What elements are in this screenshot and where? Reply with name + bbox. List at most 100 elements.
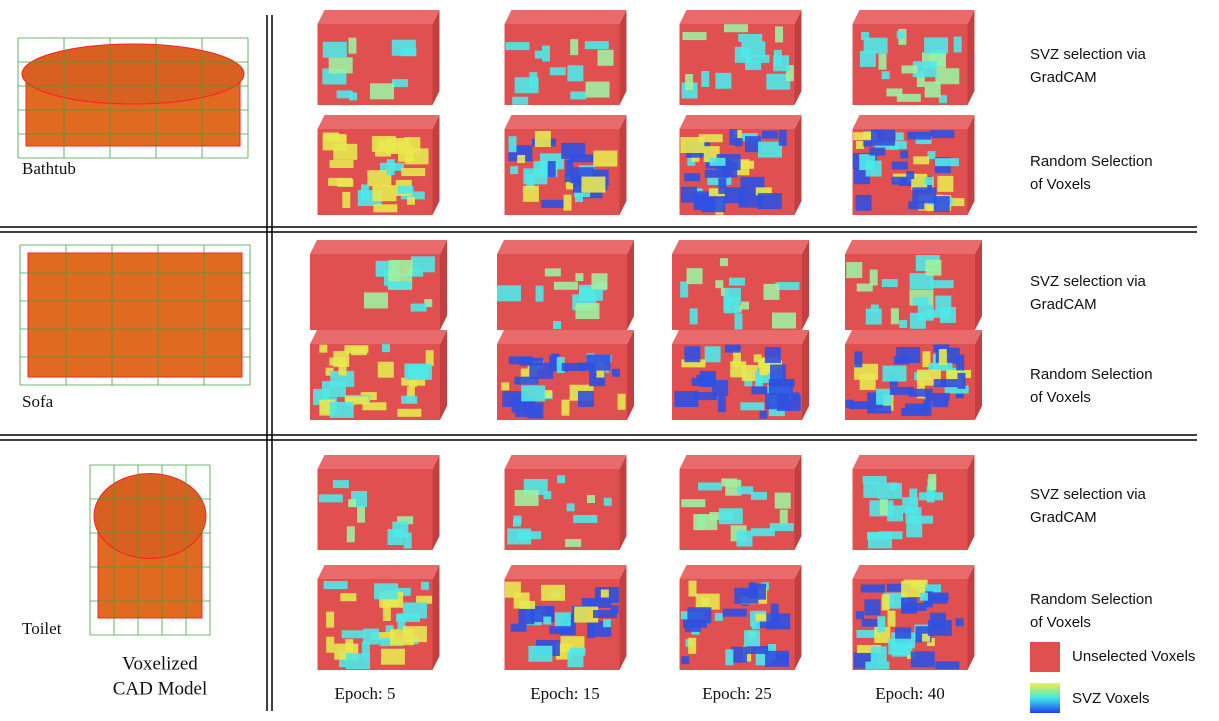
voxel-highlight [592,610,617,619]
voxel-highlight [348,37,357,54]
voxel-highlight [877,616,886,633]
voxel-highlight [561,399,570,416]
voxel-highlight [402,602,427,619]
voxel-highlight [574,189,591,198]
voxel-highlight [406,386,415,403]
legend-swatch [1030,642,1060,672]
voxel-highlight [745,54,770,63]
epoch-label: Epoch: 5 [335,684,396,703]
voxel-highlight [750,528,775,537]
voxel-highlight [575,273,584,282]
voxel-highlight [688,637,697,654]
voxel-top [679,10,802,24]
cad-body [93,473,207,559]
voxel-side [794,455,802,550]
voxel-top [672,240,809,254]
voxel-highlight [321,381,346,398]
voxel-highlight [948,198,965,207]
voxel-highlight [869,147,886,156]
voxel-top [310,330,447,344]
voxel-highlight [567,651,584,668]
voxel-highlight [764,347,781,364]
voxel-highlight [549,67,566,76]
voxel-highlight [859,373,876,390]
voxel-highlight [734,138,743,147]
voxel-highlight [544,268,561,277]
voxel-highlight [956,354,965,371]
voxel-highlight [557,475,566,484]
voxel-highlight [382,604,391,621]
voxel-highlight [863,37,888,54]
voxel-highlight [889,482,898,491]
voxel-highlight [896,30,905,39]
voxel-highlight [338,359,347,376]
voxel-highlight [955,618,964,627]
voxel-highlight [497,285,522,302]
voxel-side [432,10,440,105]
voxel-highlight [401,395,418,404]
voxel-render [504,115,627,215]
voxel-side [627,240,634,330]
voxel-highlight [407,268,424,277]
voxel-highlight [919,592,928,601]
voxel-highlight [565,538,582,547]
voxel-highlight [553,281,578,290]
voxel-highlight [421,581,430,590]
caption: Voxelized [122,653,198,674]
voxel-highlight [925,392,950,401]
voxel-highlight [591,273,608,290]
voxel-highlight [889,378,898,387]
voxel-highlight [924,81,941,98]
method-label: of Voxels [1030,614,1091,631]
voxel-highlight [906,521,923,538]
voxel-highlight [927,151,936,160]
voxel-highlight [377,140,386,149]
voxel-highlight [855,141,864,150]
voxel-highlight [740,402,765,411]
voxel-highlight [890,308,899,325]
voxel-side [619,115,627,215]
voxel-top [852,455,975,469]
voxel-highlight [761,130,778,139]
voxel-top [852,115,975,129]
cad-model [89,464,211,636]
voxel-highlight [349,92,358,101]
voxel-highlight [909,488,918,505]
voxel-highlight [682,619,707,628]
voxel-highlight [377,361,394,378]
voxel-side [802,240,809,330]
voxel-highlight [681,499,706,508]
voxel-highlight [915,136,932,145]
voxel-highlight [744,630,761,647]
voxel-highlight [874,141,899,150]
voxel-highlight [934,158,959,167]
voxel-highlight [933,196,950,213]
voxel-highlight [741,301,750,310]
voxel-highlight [879,499,888,516]
voxel-highlight [924,37,949,54]
voxel-top [497,240,634,254]
voxel-highlight [521,385,546,402]
voxel-highlight [404,148,429,165]
voxel-highlight [775,26,784,43]
voxel-highlight [717,396,726,413]
dividers [0,15,1197,711]
voxel-highlight [388,259,413,276]
voxel-side [967,455,975,550]
voxel-highlight [937,175,954,192]
voxel-highlight [901,408,926,417]
voxel-highlight [684,173,701,182]
method-label: GradCAM [1030,509,1097,526]
voxel-highlight [549,626,574,635]
voxel-highlight [861,31,870,40]
voxel-highlight [565,159,574,176]
voxel-highlight [738,160,755,169]
voxel-highlight [759,359,768,376]
voxel-highlight [585,81,610,98]
voxel-side [794,565,802,670]
voxel-render [310,240,447,330]
voxel-highlight [721,478,738,487]
voxel-highlight [731,646,748,663]
voxel-highlight [907,131,932,140]
voxel-highlight [373,204,398,213]
